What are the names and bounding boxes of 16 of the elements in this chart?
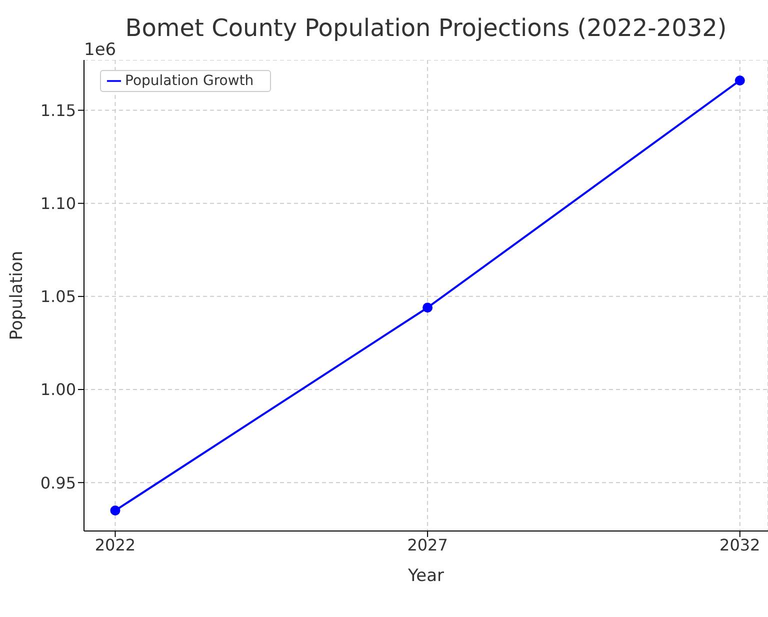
point [422, 302, 433, 313]
point [110, 506, 120, 516]
text: 1e6 [84, 40, 116, 60]
legend-label: Population Growth [125, 73, 254, 89]
y-tick-label: 1.00 [40, 380, 76, 400]
x-tick-label: 2022 [94, 535, 136, 554]
y-tick-label: 1.05 [40, 287, 76, 306]
x-axis-title: Year [407, 566, 444, 586]
y-tick-label: 1.15 [40, 100, 76, 120]
y-axis-title: Population [7, 250, 28, 340]
y-tick-label: 0.95 [40, 473, 76, 492]
chart-title: Bomet County Population Projections (2022-2032) [125, 14, 727, 42]
point [734, 75, 745, 86]
y-tick-label: 1.10 [40, 194, 76, 214]
x-tick-label: 2027 [407, 535, 448, 554]
x-tick-label: 2032 [720, 535, 760, 554]
